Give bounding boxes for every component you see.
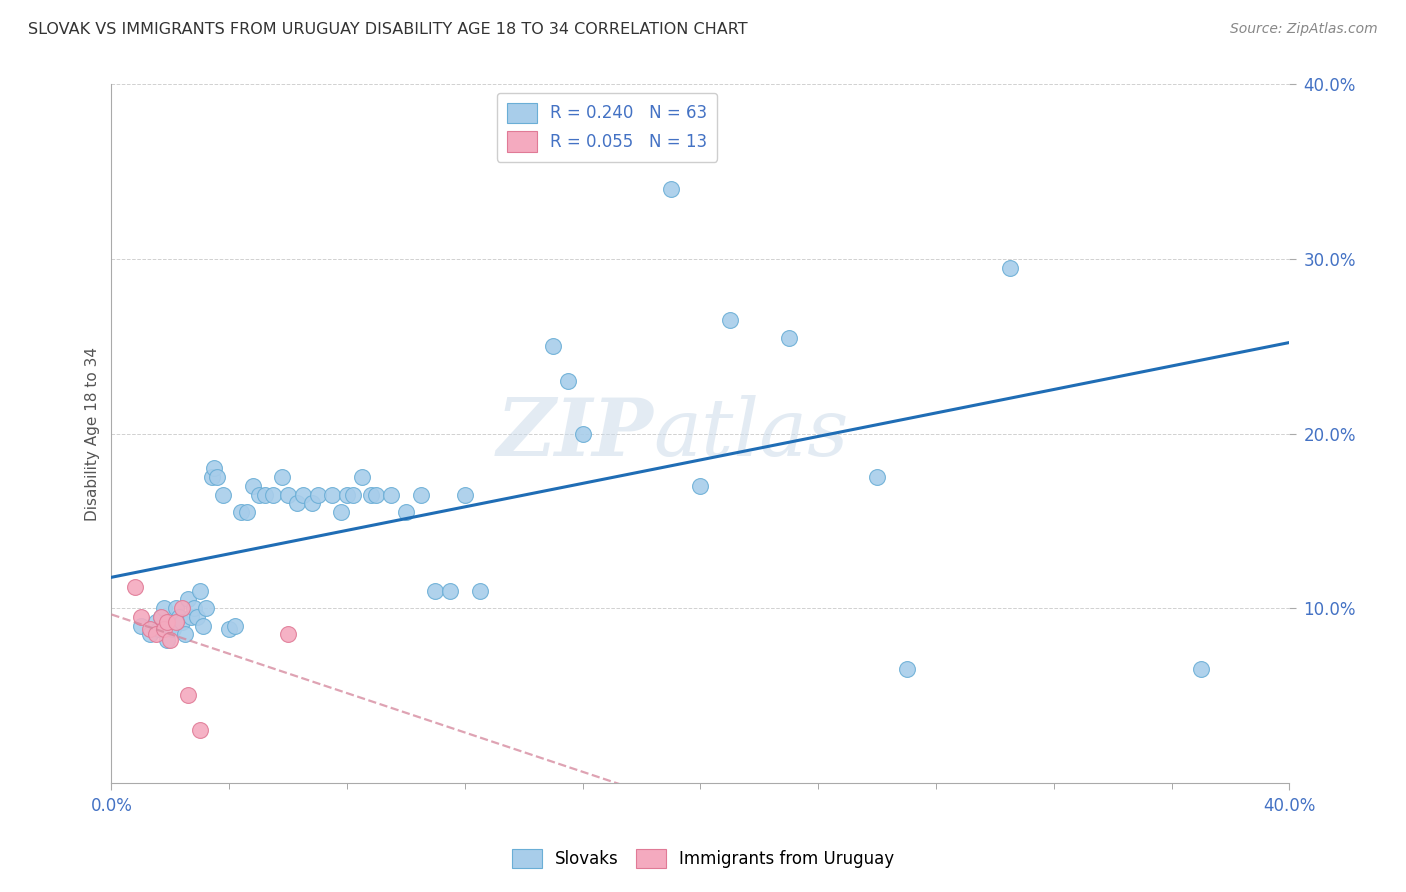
Point bbox=[191, 618, 214, 632]
Point bbox=[896, 662, 918, 676]
Point bbox=[204, 461, 226, 475]
Point bbox=[271, 470, 294, 484]
Point bbox=[557, 374, 579, 388]
Point bbox=[156, 632, 179, 647]
Point bbox=[162, 622, 184, 636]
Point bbox=[194, 601, 217, 615]
Point bbox=[138, 622, 160, 636]
Point bbox=[174, 627, 197, 641]
Point bbox=[571, 426, 593, 441]
Point bbox=[360, 488, 382, 502]
Point bbox=[409, 488, 432, 502]
Point bbox=[167, 610, 190, 624]
Point bbox=[291, 488, 314, 502]
Point bbox=[247, 488, 270, 502]
Point bbox=[301, 496, 323, 510]
Point bbox=[350, 470, 373, 484]
Point bbox=[366, 488, 388, 502]
Point bbox=[718, 313, 741, 327]
Point bbox=[1189, 662, 1212, 676]
Point bbox=[395, 505, 418, 519]
Text: ZIP: ZIP bbox=[496, 395, 654, 472]
Point bbox=[165, 615, 187, 629]
Point bbox=[148, 622, 170, 636]
Point bbox=[129, 610, 152, 624]
Point bbox=[138, 627, 160, 641]
Point bbox=[380, 488, 402, 502]
Point bbox=[159, 632, 181, 647]
Point bbox=[150, 610, 173, 624]
Point bbox=[188, 723, 211, 738]
Point bbox=[180, 610, 202, 624]
Point bbox=[153, 622, 176, 636]
Point bbox=[124, 580, 146, 594]
Point bbox=[172, 601, 194, 615]
Point bbox=[145, 615, 167, 629]
Point bbox=[277, 488, 299, 502]
Y-axis label: Disability Age 18 to 34: Disability Age 18 to 34 bbox=[86, 347, 100, 521]
Point bbox=[285, 496, 308, 510]
Point bbox=[866, 470, 889, 484]
Point bbox=[172, 615, 194, 629]
Point bbox=[541, 339, 564, 353]
Point bbox=[150, 610, 173, 624]
Legend: R = 0.240   N = 63, R = 0.055   N = 13: R = 0.240 N = 63, R = 0.055 N = 13 bbox=[496, 93, 717, 161]
Text: atlas: atlas bbox=[654, 395, 849, 472]
Point bbox=[224, 618, 246, 632]
Point bbox=[253, 488, 276, 502]
Point bbox=[218, 622, 240, 636]
Point bbox=[156, 615, 179, 629]
Legend: Slovaks, Immigrants from Uruguay: Slovaks, Immigrants from Uruguay bbox=[505, 843, 901, 875]
Point bbox=[236, 505, 259, 519]
Point bbox=[277, 627, 299, 641]
Point bbox=[321, 488, 343, 502]
Point bbox=[207, 470, 229, 484]
Point bbox=[307, 488, 329, 502]
Point bbox=[778, 330, 800, 344]
Point bbox=[342, 488, 364, 502]
Point bbox=[153, 601, 176, 615]
Point bbox=[242, 479, 264, 493]
Point bbox=[425, 583, 447, 598]
Point bbox=[159, 618, 181, 632]
Point bbox=[689, 479, 711, 493]
Point bbox=[262, 488, 284, 502]
Text: SLOVAK VS IMMIGRANTS FROM URUGUAY DISABILITY AGE 18 TO 34 CORRELATION CHART: SLOVAK VS IMMIGRANTS FROM URUGUAY DISABI… bbox=[28, 22, 748, 37]
Text: Source: ZipAtlas.com: Source: ZipAtlas.com bbox=[1230, 22, 1378, 37]
Point bbox=[998, 260, 1021, 275]
Point bbox=[439, 583, 461, 598]
Point bbox=[183, 601, 205, 615]
Point bbox=[336, 488, 359, 502]
Point bbox=[165, 601, 187, 615]
Point bbox=[330, 505, 353, 519]
Point bbox=[200, 470, 222, 484]
Point bbox=[659, 182, 682, 196]
Point bbox=[186, 610, 208, 624]
Point bbox=[212, 488, 235, 502]
Point bbox=[454, 488, 477, 502]
Point bbox=[468, 583, 491, 598]
Point bbox=[229, 505, 252, 519]
Point bbox=[145, 627, 167, 641]
Point bbox=[129, 618, 152, 632]
Point bbox=[177, 592, 200, 607]
Point bbox=[177, 689, 200, 703]
Point bbox=[188, 583, 211, 598]
